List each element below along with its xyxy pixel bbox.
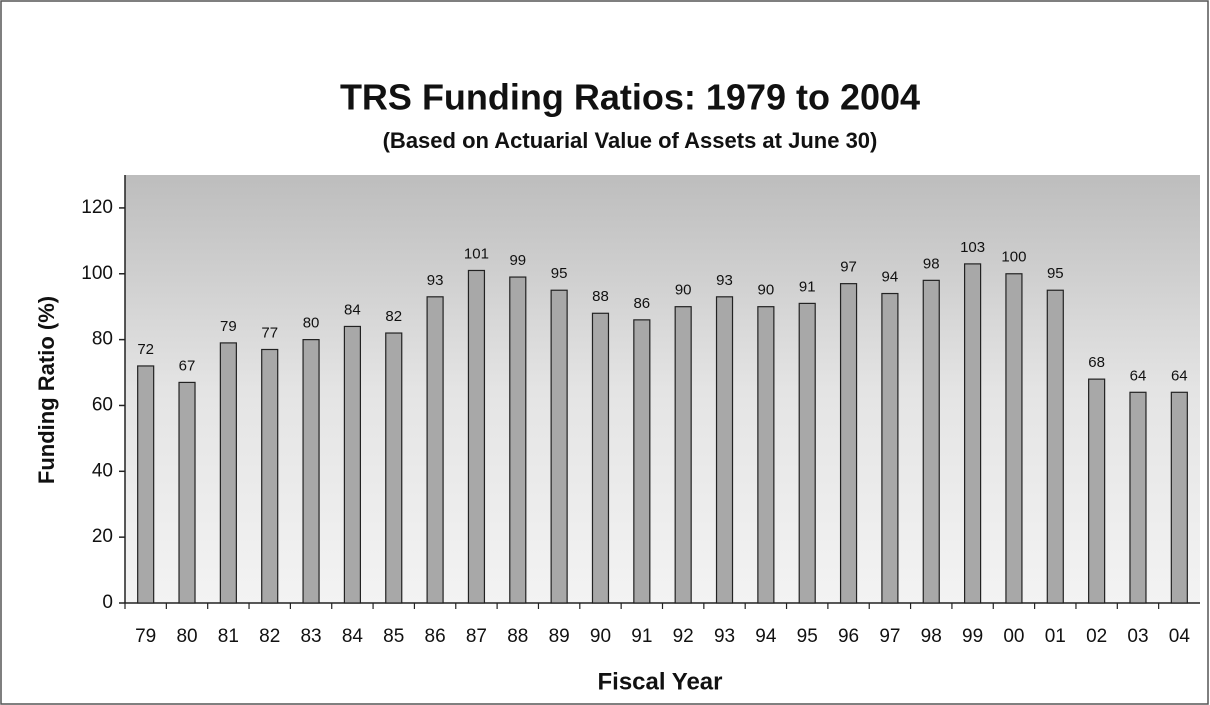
data-label: 80 bbox=[303, 315, 320, 332]
x-tick-label: 95 bbox=[797, 626, 818, 647]
bar bbox=[674, 306, 692, 604]
data-label: 64 bbox=[1171, 367, 1188, 384]
bar bbox=[137, 365, 155, 604]
y-tick-label: 20 bbox=[92, 526, 113, 547]
x-tick-label: 99 bbox=[962, 626, 983, 647]
bar bbox=[633, 319, 651, 604]
bar bbox=[839, 283, 858, 604]
bar bbox=[426, 296, 444, 604]
x-tick-label: 84 bbox=[342, 626, 364, 647]
y-tick-label: 60 bbox=[92, 394, 113, 415]
data-label: 95 bbox=[1047, 265, 1064, 282]
bar bbox=[591, 312, 610, 604]
data-label: 90 bbox=[675, 282, 692, 299]
data-label: 72 bbox=[137, 341, 154, 358]
data-label: 98 bbox=[923, 255, 940, 272]
bar bbox=[1005, 273, 1023, 604]
x-tick-label: 02 bbox=[1086, 626, 1107, 647]
bar bbox=[343, 325, 362, 604]
x-tick-label: 92 bbox=[673, 626, 694, 647]
data-label: 103 bbox=[960, 239, 985, 256]
x-tick-label: 98 bbox=[921, 626, 942, 647]
data-label: 93 bbox=[716, 272, 733, 289]
x-tick-label: 90 bbox=[590, 626, 611, 647]
bar bbox=[550, 289, 568, 604]
data-label: 90 bbox=[758, 282, 775, 299]
x-tick-label: 93 bbox=[714, 626, 735, 647]
x-tick-label: 87 bbox=[466, 626, 487, 647]
data-label: 94 bbox=[882, 268, 899, 285]
data-label: 100 bbox=[1001, 249, 1026, 266]
chart-title: TRS Funding Ratios: 1979 to 2004 bbox=[340, 77, 920, 118]
x-tick-label: 96 bbox=[838, 626, 859, 647]
x-axis-title: Fiscal Year bbox=[598, 668, 723, 695]
data-label: 82 bbox=[385, 308, 402, 325]
data-label: 79 bbox=[220, 318, 237, 335]
plot-area bbox=[125, 175, 1200, 603]
x-tick-label: 80 bbox=[176, 626, 197, 647]
data-label: 101 bbox=[464, 245, 489, 262]
y-tick-label: 80 bbox=[92, 329, 113, 350]
bar bbox=[798, 302, 816, 604]
y-axis-title: Funding Ratio (%) bbox=[34, 296, 59, 484]
data-label: 95 bbox=[551, 265, 568, 282]
bar bbox=[881, 292, 899, 604]
x-tick-label: 86 bbox=[425, 626, 446, 647]
bar bbox=[963, 263, 982, 604]
x-tick-label: 82 bbox=[259, 626, 280, 647]
bar bbox=[219, 342, 237, 604]
x-tick-label: 91 bbox=[631, 626, 652, 647]
bar bbox=[467, 269, 486, 604]
data-label: 84 bbox=[344, 301, 361, 318]
y-tick-label: 40 bbox=[92, 460, 113, 481]
data-label: 97 bbox=[840, 259, 857, 276]
data-label: 64 bbox=[1130, 367, 1147, 384]
x-tick-label: 85 bbox=[383, 626, 404, 647]
bar bbox=[1170, 391, 1188, 604]
bar bbox=[302, 339, 320, 604]
chart-subtitle: (Based on Actuarial Value of Assets at J… bbox=[383, 128, 878, 153]
bar bbox=[1088, 378, 1106, 604]
x-tick-label: 83 bbox=[300, 626, 321, 647]
x-tick-label: 81 bbox=[218, 626, 239, 647]
bar bbox=[261, 348, 279, 604]
data-label: 68 bbox=[1088, 354, 1105, 371]
data-label: 99 bbox=[509, 252, 526, 269]
data-label: 91 bbox=[799, 278, 816, 295]
x-tick-label: 04 bbox=[1169, 626, 1191, 647]
x-tick-label: 89 bbox=[549, 626, 570, 647]
bar bbox=[1046, 289, 1064, 604]
data-label: 77 bbox=[261, 324, 278, 341]
x-tick-label: 97 bbox=[879, 626, 900, 647]
bar bbox=[178, 381, 196, 604]
bar bbox=[509, 276, 527, 604]
x-tick-label: 94 bbox=[755, 626, 777, 647]
data-label: 67 bbox=[179, 357, 196, 374]
y-tick-label: 100 bbox=[81, 263, 113, 284]
x-tick-label: 00 bbox=[1003, 626, 1024, 647]
data-label: 86 bbox=[633, 295, 650, 312]
x-tick-label: 79 bbox=[135, 626, 156, 647]
y-tick-label: 0 bbox=[102, 592, 113, 613]
data-label: 88 bbox=[592, 288, 609, 305]
y-tick-label: 120 bbox=[81, 197, 113, 218]
bar bbox=[1129, 391, 1147, 604]
x-tick-label: 88 bbox=[507, 626, 528, 647]
bar bbox=[757, 306, 775, 604]
data-label: 93 bbox=[427, 272, 444, 289]
bar bbox=[385, 332, 403, 604]
bar bbox=[922, 279, 940, 604]
bar bbox=[715, 296, 734, 604]
x-tick-label: 01 bbox=[1045, 626, 1066, 647]
x-tick-label: 03 bbox=[1127, 626, 1148, 647]
